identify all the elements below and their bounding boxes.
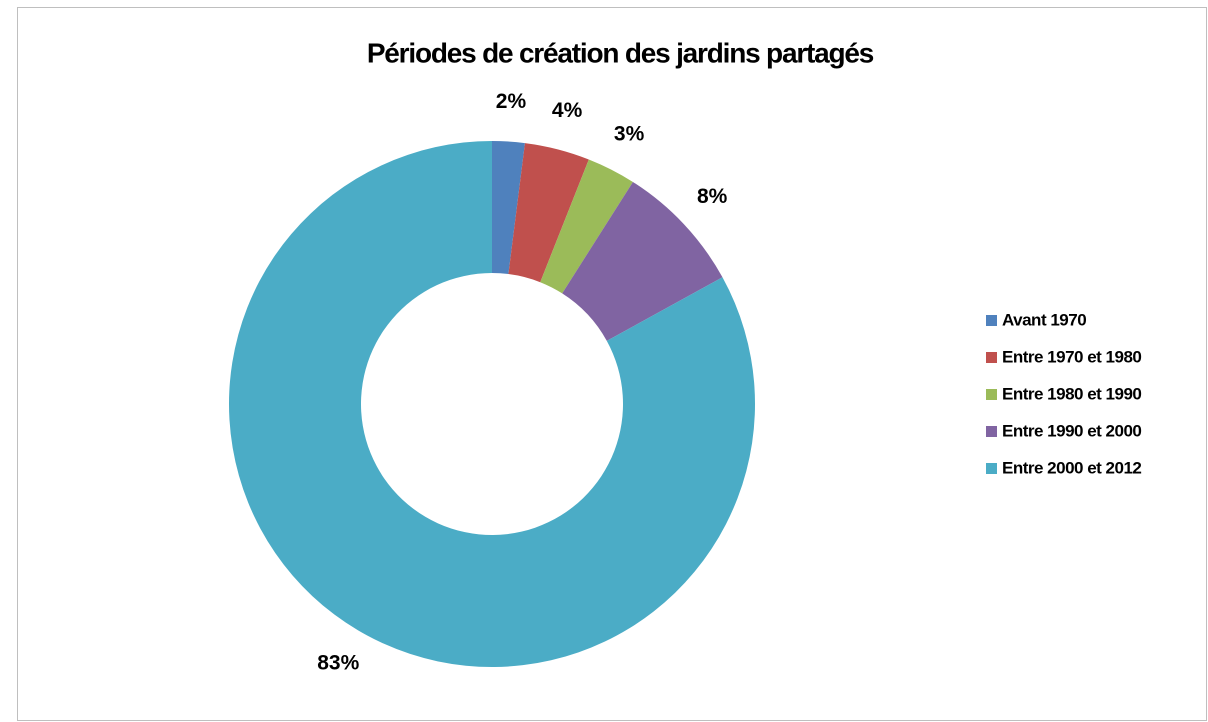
legend-swatch <box>986 426 997 437</box>
data-label: 4% <box>552 99 583 122</box>
data-label: 3% <box>614 122 645 145</box>
data-label: 83% <box>317 651 359 674</box>
legend-swatch <box>986 463 997 474</box>
donut-slice <box>492 141 525 275</box>
data-label: 8% <box>697 185 728 208</box>
legend-label: Entre 2000 et 2012 <box>1002 458 1141 477</box>
legend-swatch <box>986 389 997 400</box>
legend-label: Entre 1990 et 2000 <box>1002 421 1141 440</box>
donut-slice <box>228 141 755 667</box>
legend-swatch <box>986 315 997 326</box>
legend-label: Entre 1980 et 1990 <box>1002 384 1141 403</box>
chart-title: Périodes de création des jardins partagé… <box>367 37 874 68</box>
legend-label: Avant 1970 <box>1002 310 1086 329</box>
donut-slice <box>540 159 633 294</box>
data-label: 2% <box>496 90 527 113</box>
legend-swatch <box>986 352 997 363</box>
donut-slice <box>562 181 723 341</box>
legend-label: Entre 1970 et 1980 <box>1002 347 1141 366</box>
donut-slice <box>508 143 589 283</box>
